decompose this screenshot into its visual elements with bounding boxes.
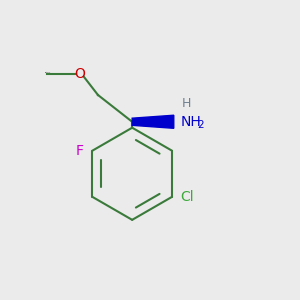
Text: NH: NH xyxy=(180,115,201,129)
Text: H: H xyxy=(182,98,191,110)
Text: Cl: Cl xyxy=(181,190,194,204)
Text: methoxy: methoxy xyxy=(44,71,51,73)
Text: F: F xyxy=(75,144,83,158)
Text: O: O xyxy=(75,67,86,81)
Text: 2: 2 xyxy=(198,120,204,130)
Polygon shape xyxy=(132,115,174,128)
